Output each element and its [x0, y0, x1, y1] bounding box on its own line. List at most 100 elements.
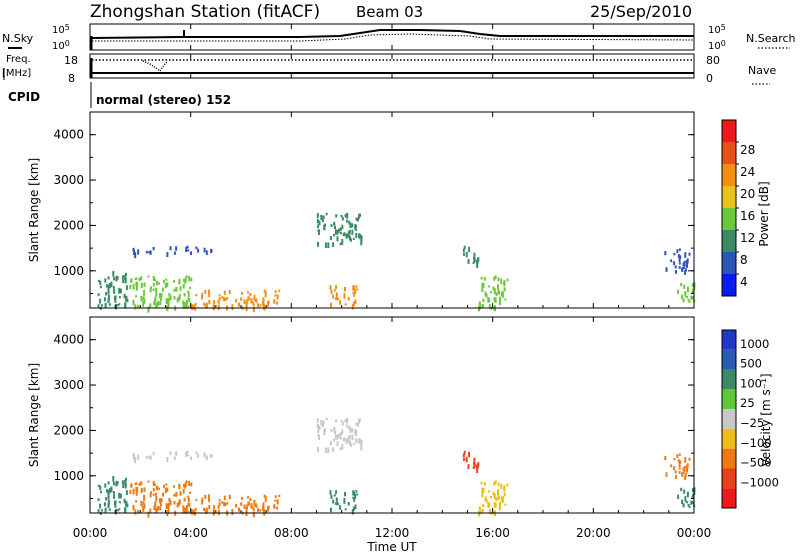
- date-label: 25/Sep/2010: [590, 2, 692, 21]
- data-cell: [231, 304, 234, 310]
- data-cell: [335, 214, 338, 218]
- data-cell: [150, 286, 152, 290]
- data-cell: [503, 485, 506, 492]
- data-cell: [266, 508, 269, 512]
- freq-label-2: [MHz]: [2, 68, 31, 79]
- data-cell: [135, 285, 138, 291]
- data-cell: [201, 500, 204, 505]
- data-cell: [349, 443, 352, 447]
- data-cell: [273, 299, 276, 304]
- data-cell: [354, 429, 357, 435]
- data-cell: [123, 498, 126, 504]
- x-tick-label: 04:00: [173, 526, 208, 540]
- colorbar-segment: [722, 428, 736, 449]
- data-cell: [352, 506, 355, 512]
- data-cell: [213, 300, 216, 305]
- data-cell: [135, 295, 138, 298]
- data-cell: [498, 298, 501, 305]
- data-cell: [99, 280, 102, 285]
- colorbar-label: 4: [740, 275, 748, 289]
- data-cell: [465, 251, 468, 258]
- colorbar-label: −100: [740, 436, 772, 450]
- data-cell: [158, 293, 161, 299]
- data-cell: [107, 294, 110, 301]
- data-cell: [143, 289, 146, 296]
- data-cell: [359, 213, 362, 217]
- data-cell: [684, 457, 687, 463]
- data-cell: [115, 303, 117, 310]
- data-cell: [165, 503, 168, 509]
- data-cell: [178, 294, 181, 300]
- data-cell: [334, 502, 337, 505]
- data-cell: [344, 508, 347, 511]
- data-cell: [228, 289, 231, 295]
- data-cell: [204, 494, 207, 499]
- data-cell: [332, 294, 335, 299]
- data-cell: [497, 277, 500, 282]
- data-cell: [355, 422, 358, 426]
- data-cell: [506, 483, 509, 487]
- data-cell: [153, 505, 156, 511]
- data-cell: [247, 501, 250, 506]
- data-cell: [329, 285, 332, 290]
- data-cell: [336, 501, 339, 506]
- data-cell: [691, 496, 694, 499]
- data-cell: [352, 490, 355, 496]
- data-cell: [159, 297, 162, 302]
- data-cell: [332, 499, 335, 504]
- data-cell: [677, 494, 680, 499]
- data-cell: [132, 504, 135, 511]
- data-cell: [339, 231, 342, 235]
- data-cell: [481, 288, 484, 293]
- data-cell: [665, 267, 668, 272]
- data-cell: [330, 302, 332, 308]
- data-cell: [492, 286, 495, 291]
- data-cell: [140, 295, 143, 299]
- data-cell: [130, 483, 133, 488]
- data-cell: [255, 298, 258, 303]
- data-cell: [154, 501, 157, 507]
- data-cell: [190, 277, 193, 282]
- data-cell: [165, 278, 168, 281]
- data-cell: [267, 301, 269, 304]
- data-cell: [357, 217, 359, 222]
- data-cell: [142, 296, 145, 300]
- data-cell: [481, 304, 484, 308]
- data-cell: [115, 508, 117, 515]
- data-cell: [347, 438, 350, 443]
- data-cell: [332, 447, 335, 452]
- data-cell: [245, 302, 248, 305]
- colorbar-segment: [722, 369, 736, 390]
- data-cell: [132, 452, 135, 457]
- data-cell: [467, 259, 470, 265]
- data-cell: [185, 246, 188, 252]
- data-cell: [190, 251, 192, 256]
- data-cell: [479, 508, 482, 515]
- data-cell: [148, 456, 151, 459]
- data-cell: [337, 228, 340, 233]
- data-cell: [468, 246, 471, 253]
- data-cell: [340, 215, 343, 218]
- data-cell: [137, 509, 140, 514]
- data-cell: [182, 300, 185, 306]
- data-cell: [317, 229, 320, 232]
- velocity-panel: Slant Range [km] 1000 2000 3000 4000: [27, 316, 696, 518]
- data-cell: [257, 508, 260, 513]
- colorbar-label: 12: [740, 231, 755, 245]
- data-cell: [226, 502, 229, 505]
- data-cell: [683, 466, 686, 472]
- data-cell: [330, 494, 333, 499]
- cpid-label: CPID: [8, 90, 40, 104]
- data-cell: [118, 501, 121, 504]
- data-cell: [184, 485, 187, 489]
- data-cell: [129, 489, 132, 494]
- data-cell: [183, 279, 185, 283]
- colorbar-segment: [722, 230, 736, 252]
- data-cell: [487, 502, 490, 508]
- data-cell: [251, 506, 254, 509]
- data-cell: [118, 508, 121, 511]
- data-cell: [99, 285, 102, 289]
- data-cell: [178, 485, 181, 489]
- data-cell: [348, 425, 351, 430]
- data-cell: [154, 296, 157, 302]
